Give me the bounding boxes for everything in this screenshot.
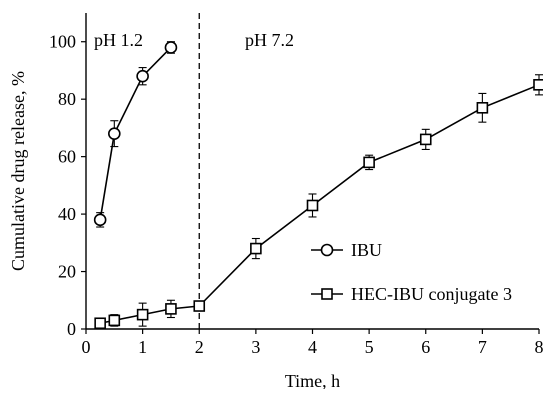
x-tick-label: 2 — [195, 337, 204, 357]
x-tick-label: 0 — [82, 337, 91, 357]
y-tick-label: 60 — [58, 147, 76, 167]
legend-label-ibu: IBU — [351, 240, 382, 260]
y-tick-label: 0 — [67, 319, 76, 339]
data-point — [166, 304, 176, 314]
data-point — [364, 157, 374, 167]
y-tick-label: 100 — [49, 32, 76, 52]
data-point — [534, 80, 543, 90]
data-point — [308, 200, 318, 210]
x-tick-label: 7 — [478, 337, 487, 357]
x-tick-label: 5 — [365, 337, 374, 357]
legend-marker-hec-ibu — [322, 289, 332, 299]
data-point — [95, 214, 106, 225]
y-axis-label: Cumulative drug release, % — [8, 71, 28, 271]
data-point — [477, 103, 487, 113]
annotation-ph-7-2: pH 7.2 — [245, 30, 294, 50]
data-point — [421, 134, 431, 144]
x-tick-label: 6 — [421, 337, 430, 357]
y-tick-label: 80 — [58, 89, 76, 109]
x-tick-label: 8 — [535, 337, 543, 357]
data-point — [138, 310, 148, 320]
data-point — [109, 128, 120, 139]
legend-label-hec-ibu: HEC-IBU conjugate 3 — [351, 284, 512, 304]
x-axis-label: Time, h — [285, 371, 340, 389]
y-tick-label: 20 — [58, 262, 76, 282]
data-point — [251, 244, 261, 254]
x-tick-label: 3 — [251, 337, 260, 357]
x-tick-label: 1 — [138, 337, 147, 357]
data-point — [194, 301, 204, 311]
legend-marker-ibu — [322, 245, 333, 256]
y-tick-label: 40 — [58, 204, 76, 224]
data-point — [165, 42, 176, 53]
x-tick-label: 4 — [308, 337, 317, 357]
series-0 — [95, 42, 177, 227]
data-point — [109, 315, 119, 325]
annotation-ph-1-2: pH 1.2 — [94, 30, 143, 50]
data-point — [137, 71, 148, 82]
legend: IBU HEC-IBU conjugate 3 — [311, 240, 512, 304]
data-point — [95, 318, 105, 328]
